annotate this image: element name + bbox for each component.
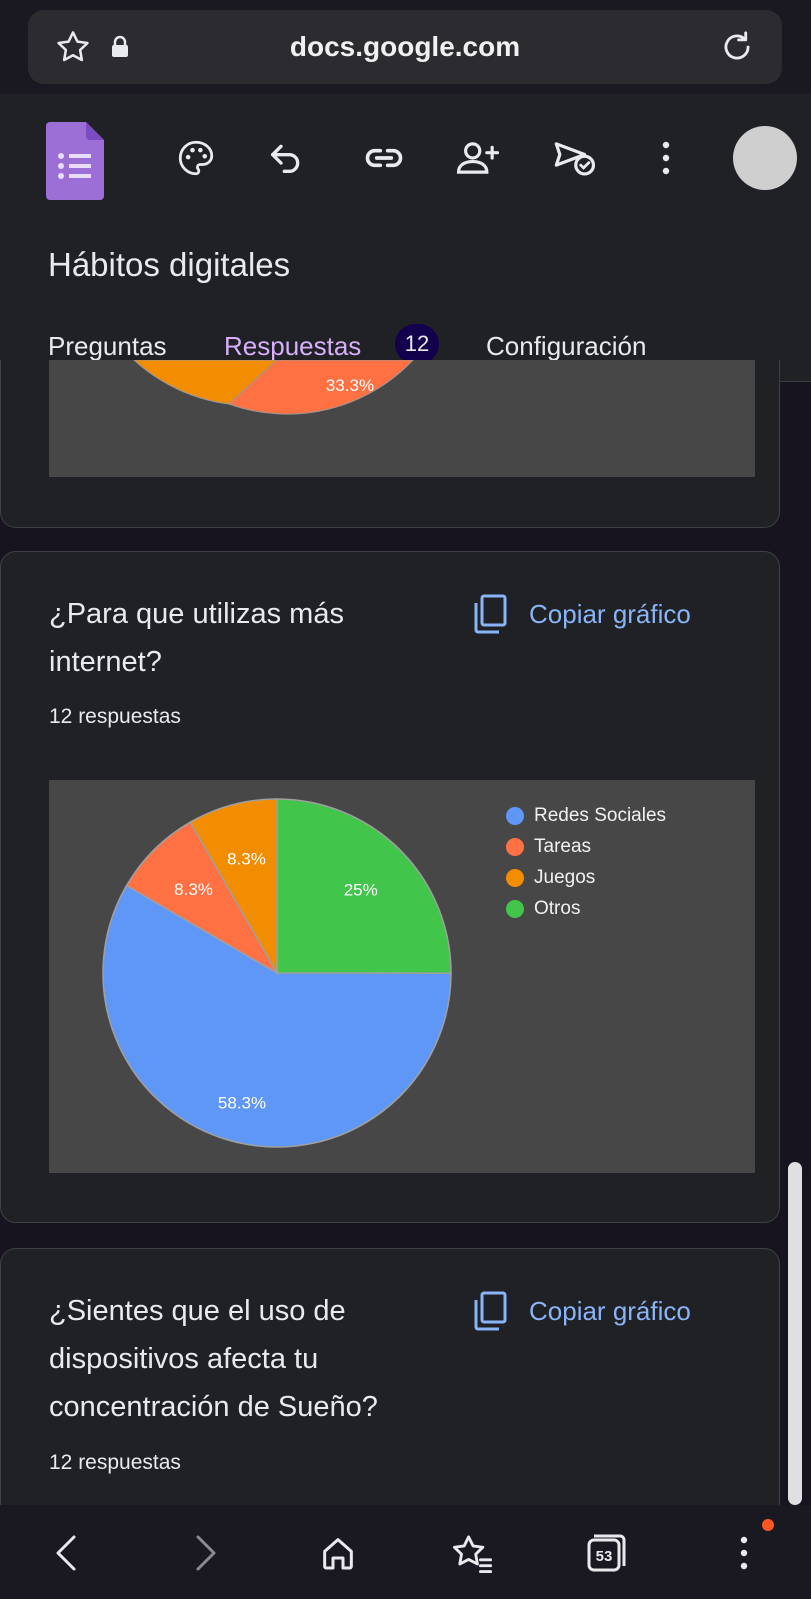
legend-swatch xyxy=(506,868,524,887)
page-scrollbar[interactable] xyxy=(788,1162,802,1505)
pie-label: 8.3% xyxy=(227,850,266,869)
legend-item: Redes Sociales xyxy=(506,800,666,831)
bookmarks-icon[interactable] xyxy=(448,1529,496,1577)
previous-chart-label: 33.3% xyxy=(326,376,374,395)
response-count: 12 respuestas xyxy=(49,705,181,728)
copy-icon xyxy=(474,594,507,634)
forward-icon[interactable] xyxy=(182,1529,230,1577)
pie-slice-redes-sociales[interactable] xyxy=(102,884,452,1148)
palette-icon[interactable] xyxy=(172,134,220,182)
response-count: 12 respuestas xyxy=(49,1451,181,1474)
address-bar[interactable]: docs.google.com xyxy=(28,10,782,84)
legend-label: Otros xyxy=(534,897,581,919)
browser-toolbar: docs.google.com xyxy=(0,0,811,94)
pie-label: 25% xyxy=(344,880,378,899)
chart-legend: Redes Sociales Tareas Juegos Otros xyxy=(506,800,666,924)
undo-icon[interactable] xyxy=(262,134,310,182)
pie-slice-juegos[interactable] xyxy=(189,798,278,976)
responses-count-badge: 12 xyxy=(395,324,439,364)
pie-slice-tareas[interactable] xyxy=(125,821,280,976)
tab-configuracion[interactable]: Configuración xyxy=(486,331,647,361)
menu-icon[interactable] xyxy=(720,1529,768,1577)
legend-swatch xyxy=(506,806,524,825)
form-title: Hábitos digitales xyxy=(48,246,291,283)
home-icon[interactable] xyxy=(314,1529,362,1577)
more-options-icon[interactable] xyxy=(642,134,690,182)
legend-label: Redes Sociales xyxy=(534,804,667,826)
copy-chart-label: Copiar gráfico xyxy=(529,1295,691,1326)
legend-swatch xyxy=(506,899,524,918)
tabs-icon[interactable]: 53 xyxy=(582,1529,630,1577)
bookmark-star-icon[interactable] xyxy=(54,28,92,71)
back-icon[interactable] xyxy=(42,1529,90,1577)
pie-label: 8.3% xyxy=(174,880,213,899)
question-card: ¿Para que utilizas más internet? Copiar … xyxy=(0,551,780,1223)
send-icon[interactable] xyxy=(550,134,598,182)
url-text: docs.google.com xyxy=(289,31,521,62)
pie-slice-otros[interactable] xyxy=(276,798,452,975)
pie-chart-svg: 25% 58.3% 8.3% 8.3% xyxy=(102,798,452,1148)
forms-header: Hábitos digitales Preguntas Respuestas 1… xyxy=(0,94,811,382)
question-title: ¿Sientes que el uso de dispositivos afec… xyxy=(49,1295,378,1423)
question-title: ¿Para que utilizas más internet? xyxy=(49,598,344,678)
pie-chart: 25% 58.3% 8.3% 8.3% xyxy=(49,780,755,1173)
legend-label: Juegos xyxy=(534,866,596,888)
copy-chart-label: Copiar gráfico xyxy=(529,598,691,629)
legend-item: Otros xyxy=(506,893,666,924)
tab-preguntas[interactable]: Preguntas xyxy=(48,331,167,361)
copy-chart-button[interactable]: Copiar gráfico xyxy=(473,1291,691,1331)
legend-item: Tareas xyxy=(506,831,666,862)
reload-icon[interactable] xyxy=(718,28,756,71)
pie-label: 58.3% xyxy=(218,1093,266,1112)
legend-label: Tareas xyxy=(534,835,592,857)
previous-chart: 33.3% xyxy=(49,360,755,477)
legend-swatch xyxy=(506,837,524,856)
legend-item: Juegos xyxy=(506,862,666,893)
browser-bottom-bar: 53 xyxy=(0,1505,811,1599)
copy-chart-button[interactable]: Copiar gráfico xyxy=(473,594,691,634)
add-collaborator-icon[interactable] xyxy=(454,134,502,182)
link-icon[interactable] xyxy=(360,134,408,182)
copy-icon xyxy=(474,1291,507,1331)
tab-respuestas[interactable]: Respuestas xyxy=(224,331,362,361)
lock-icon xyxy=(110,35,130,64)
previous-question-card: 33.3% xyxy=(0,360,780,528)
avatar[interactable] xyxy=(733,126,797,190)
notification-dot xyxy=(762,1519,774,1531)
tabs-count: 53 xyxy=(596,1548,613,1565)
google-forms-logo-icon[interactable] xyxy=(46,122,104,205)
